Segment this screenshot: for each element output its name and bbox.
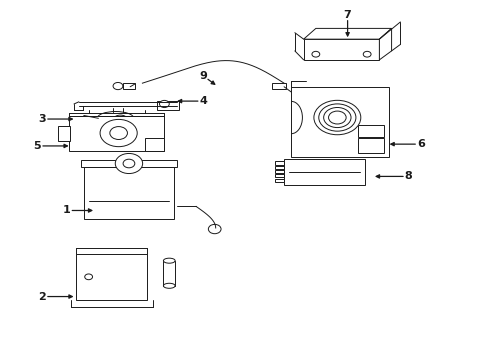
Polygon shape (379, 28, 392, 60)
Bar (157, 101, 179, 110)
Bar (275, 174, 284, 177)
Circle shape (110, 127, 127, 139)
Ellipse shape (163, 258, 175, 263)
Bar (358, 125, 384, 137)
Text: 4: 4 (199, 96, 207, 106)
Text: 5: 5 (33, 141, 41, 151)
Circle shape (123, 159, 135, 168)
Bar (275, 161, 284, 165)
Bar (304, 39, 379, 60)
Bar (284, 159, 365, 185)
Bar (292, 87, 389, 157)
Bar (81, 159, 176, 167)
Bar (69, 116, 164, 151)
Bar (76, 253, 147, 300)
Text: 1: 1 (63, 206, 71, 216)
Bar (275, 166, 284, 169)
Ellipse shape (114, 115, 126, 122)
Bar (272, 83, 286, 89)
Text: 2: 2 (38, 292, 46, 302)
Text: 6: 6 (417, 139, 425, 149)
Circle shape (113, 82, 123, 90)
Circle shape (159, 100, 169, 108)
Bar (275, 179, 284, 182)
Text: 3: 3 (38, 114, 46, 124)
Circle shape (100, 120, 137, 147)
Bar (123, 83, 135, 89)
Text: 9: 9 (199, 71, 207, 81)
Circle shape (208, 224, 221, 234)
Bar (275, 170, 284, 173)
Circle shape (312, 51, 320, 57)
Ellipse shape (97, 112, 134, 125)
Bar (358, 138, 384, 153)
Polygon shape (304, 28, 392, 39)
Circle shape (363, 51, 371, 57)
Ellipse shape (163, 283, 175, 288)
Bar (58, 126, 70, 141)
Bar (84, 167, 174, 220)
Circle shape (115, 153, 143, 174)
Circle shape (85, 274, 93, 280)
Bar (163, 261, 175, 286)
Text: 7: 7 (343, 10, 351, 20)
Bar (146, 138, 164, 151)
Text: 8: 8 (405, 171, 413, 181)
